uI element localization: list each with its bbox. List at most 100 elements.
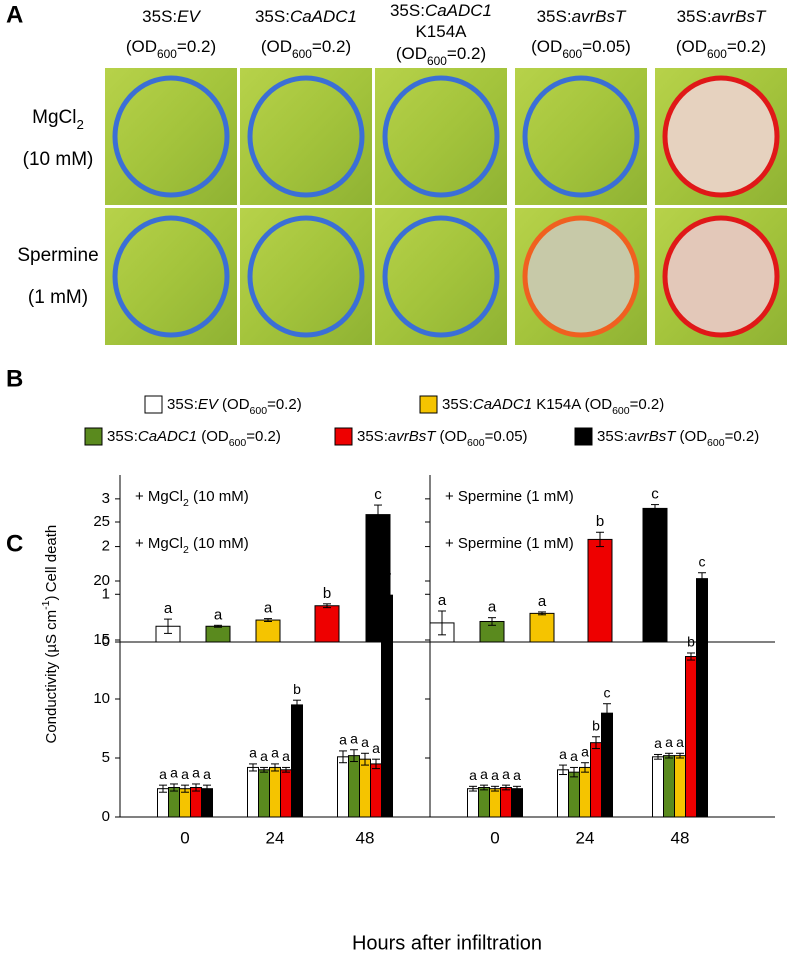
text-segment: avrBsT <box>628 428 677 445</box>
significance-letter: a <box>570 748 578 764</box>
leaf-photo <box>240 208 372 345</box>
text-segment: 35S: <box>537 7 572 26</box>
bar <box>696 578 708 818</box>
infiltration-area <box>247 75 365 198</box>
text-segment: =0.2) <box>447 44 486 63</box>
bar <box>529 612 555 643</box>
text-segment: 600 <box>229 437 247 449</box>
significance-letter: a <box>513 767 521 783</box>
column-header: K154A <box>415 22 467 41</box>
text-segment: K154A <box>415 22 467 41</box>
significance-letter: a <box>581 743 589 759</box>
significance-letter: a <box>192 765 200 781</box>
column-header: (OD600=0.2) <box>126 37 216 61</box>
legend-swatch <box>84 427 103 446</box>
y-tick-label: 20 <box>93 572 110 589</box>
panel-label: B <box>6 365 23 392</box>
bar <box>255 619 281 643</box>
text-segment: 35S: <box>167 396 198 413</box>
x-tick-label: 24 <box>266 828 285 847</box>
text-segment: EV <box>177 7 201 26</box>
significance-letter: a <box>361 734 369 750</box>
bar <box>205 625 231 643</box>
significance-letter: a <box>271 745 279 761</box>
bar <box>511 788 523 818</box>
x-tick-label: 24 <box>576 828 595 847</box>
text-segment: Conductivity (µS cm <box>43 610 60 744</box>
significance-letter: a <box>559 746 567 762</box>
bar <box>291 704 303 818</box>
text-segment: (OD <box>675 428 707 445</box>
text-segment: 35S: <box>442 396 473 413</box>
column-header: 35S:avrBsT <box>537 7 627 26</box>
significance-letter: a <box>282 748 290 764</box>
text-segment: 600 <box>157 47 177 61</box>
text-segment: (OD <box>261 37 292 56</box>
text-segment: =0.05) <box>582 37 631 56</box>
text-segment: avrBsT <box>572 7 627 26</box>
bar <box>663 755 675 818</box>
legend-label: 35S:CaADC1 K154A (OD600=0.2) <box>442 396 664 417</box>
text-segment: =0.2) <box>246 428 281 445</box>
leaf-photo <box>105 68 237 205</box>
y-axis-label: Conductivity (µS cm-1) <box>40 595 60 743</box>
text-segment: avrBsT <box>388 428 437 445</box>
row-label: (10 mM) <box>23 149 94 170</box>
text-segment: (OD <box>435 428 467 445</box>
panel-title: + MgCl2 (10 mM) <box>135 535 249 556</box>
legend-label: 35S:avrBsT (OD600=0.05) <box>357 428 528 449</box>
bar <box>478 787 490 818</box>
text-segment: + Spermine (1 mM) <box>445 488 574 505</box>
text-segment: (10 mM) <box>23 149 94 170</box>
y-tick-label: 15 <box>93 631 110 648</box>
panel-title: + Spermine (1 mM) <box>445 488 574 505</box>
text-segment: 600 <box>427 54 447 68</box>
bar <box>157 788 169 818</box>
text-segment: CaADC1 <box>473 396 532 413</box>
leaf-photo <box>105 208 237 345</box>
x-tick-label: 0 <box>490 828 499 847</box>
column-header: (OD600=0.2) <box>261 37 351 61</box>
text-segment: K154A (OD <box>532 396 612 413</box>
significance-letter: b <box>323 585 331 602</box>
text-segment: + Spermine (1 mM) <box>445 535 574 552</box>
row-label: Spermine <box>17 245 98 266</box>
y-tick-label: 2 <box>102 538 110 555</box>
text-segment: 600 <box>250 405 268 417</box>
bar <box>258 769 270 818</box>
bar <box>247 766 259 818</box>
text-segment: 600 <box>612 405 630 417</box>
text-segment: =0.2) <box>267 396 302 413</box>
significance-letter: b <box>687 634 695 650</box>
bar <box>337 756 349 818</box>
y-axis-label: Cell death <box>43 525 60 593</box>
significance-letter: a <box>438 592 447 609</box>
column-header: (OD600=0.2) <box>676 37 766 61</box>
significance-letter: a <box>372 740 380 756</box>
text-segment: 600 <box>707 47 727 61</box>
text-segment: 600 <box>562 47 582 61</box>
panel-title: + MgCl2 (10 mM) <box>135 488 249 509</box>
significance-letter: a <box>350 730 358 746</box>
text-segment: + MgCl <box>135 535 183 552</box>
significance-letter: a <box>502 766 510 782</box>
leaf-photo <box>375 208 507 345</box>
significance-letter: c <box>604 684 611 700</box>
text-segment: 600 <box>292 47 312 61</box>
text-segment: (OD <box>126 37 157 56</box>
y-tick-label: 1 <box>102 585 110 602</box>
bar <box>601 712 613 818</box>
significance-letter: a <box>538 593 547 610</box>
significance-letter: a <box>676 734 684 750</box>
infiltration-area <box>382 75 500 198</box>
significance-letter: b <box>293 681 301 697</box>
text-segment: (OD <box>218 396 250 413</box>
significance-letter: c <box>651 486 659 503</box>
significance-letter: a <box>469 767 477 783</box>
significance-letter: b <box>596 513 604 530</box>
infiltration-area <box>382 215 500 338</box>
y-tick-label: 25 <box>93 513 110 530</box>
bar <box>280 769 292 818</box>
text-segment: 35S: <box>107 428 138 445</box>
bar <box>685 656 697 818</box>
